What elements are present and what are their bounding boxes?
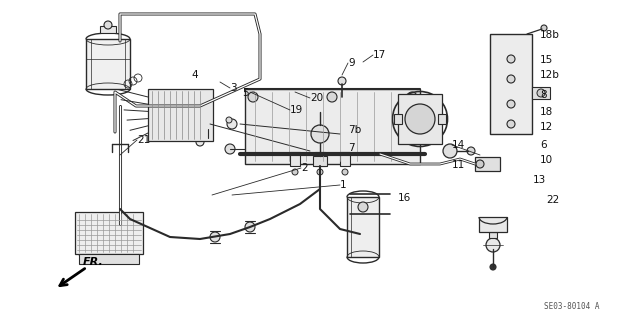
Circle shape — [203, 119, 213, 129]
Circle shape — [342, 169, 348, 175]
Polygon shape — [479, 217, 507, 232]
Text: 9: 9 — [348, 58, 355, 68]
Text: 21: 21 — [137, 135, 150, 145]
Circle shape — [507, 120, 515, 128]
Bar — [398, 94, 442, 144]
Circle shape — [311, 125, 329, 143]
Circle shape — [245, 222, 255, 232]
Bar — [75, 212, 143, 254]
Circle shape — [443, 144, 457, 158]
Bar — [489, 232, 497, 238]
Circle shape — [507, 100, 515, 108]
Text: 5: 5 — [242, 88, 248, 98]
Circle shape — [407, 92, 417, 102]
Text: FR.: FR. — [83, 257, 104, 267]
Bar — [394, 114, 402, 124]
Circle shape — [226, 117, 232, 123]
Text: 10: 10 — [540, 155, 553, 165]
Circle shape — [507, 55, 515, 63]
Circle shape — [327, 92, 337, 102]
Bar — [290, 152, 300, 166]
Bar — [347, 197, 379, 257]
Bar — [315, 152, 325, 166]
Text: 18b: 18b — [540, 30, 560, 40]
Text: 16: 16 — [398, 193, 412, 203]
Text: 11: 11 — [452, 160, 465, 170]
Circle shape — [476, 160, 484, 168]
Text: 6: 6 — [540, 140, 547, 150]
Text: 3: 3 — [230, 83, 237, 93]
Circle shape — [541, 25, 547, 31]
Bar — [148, 89, 213, 141]
Text: 1: 1 — [340, 180, 347, 190]
Circle shape — [227, 119, 237, 129]
Text: 7b: 7b — [348, 125, 361, 135]
Circle shape — [104, 21, 112, 29]
Circle shape — [490, 264, 496, 270]
Bar — [245, 89, 420, 164]
Circle shape — [507, 75, 515, 83]
Text: 17: 17 — [373, 50, 387, 60]
Text: 14: 14 — [452, 140, 465, 150]
Bar — [490, 34, 532, 134]
Text: 12b: 12b — [540, 70, 560, 80]
Circle shape — [225, 144, 235, 154]
Text: 22: 22 — [546, 195, 559, 205]
Text: 15: 15 — [540, 55, 553, 65]
Text: 8: 8 — [540, 90, 547, 100]
Text: 20: 20 — [310, 93, 323, 103]
Text: 12: 12 — [540, 122, 553, 132]
Text: 18: 18 — [540, 107, 553, 117]
Text: 13: 13 — [533, 175, 547, 185]
Bar — [313, 156, 327, 166]
Circle shape — [292, 169, 298, 175]
Bar — [475, 157, 500, 171]
Circle shape — [467, 147, 475, 155]
Circle shape — [202, 117, 208, 123]
Bar — [438, 114, 446, 124]
Bar — [100, 26, 116, 33]
Bar — [340, 152, 350, 166]
Bar — [532, 87, 550, 99]
Text: 2: 2 — [301, 163, 308, 173]
Text: 19: 19 — [290, 105, 303, 115]
Text: 7: 7 — [348, 143, 355, 153]
Circle shape — [405, 104, 435, 134]
Circle shape — [486, 238, 500, 252]
Circle shape — [317, 169, 323, 175]
Circle shape — [537, 89, 545, 97]
Circle shape — [358, 202, 368, 212]
Bar — [79, 254, 139, 264]
Circle shape — [196, 138, 204, 146]
Text: 4: 4 — [191, 70, 198, 80]
Circle shape — [248, 92, 258, 102]
Circle shape — [210, 232, 220, 242]
Circle shape — [338, 77, 346, 85]
Text: SE03-80104 A: SE03-80104 A — [545, 302, 600, 311]
Bar — [86, 39, 130, 89]
